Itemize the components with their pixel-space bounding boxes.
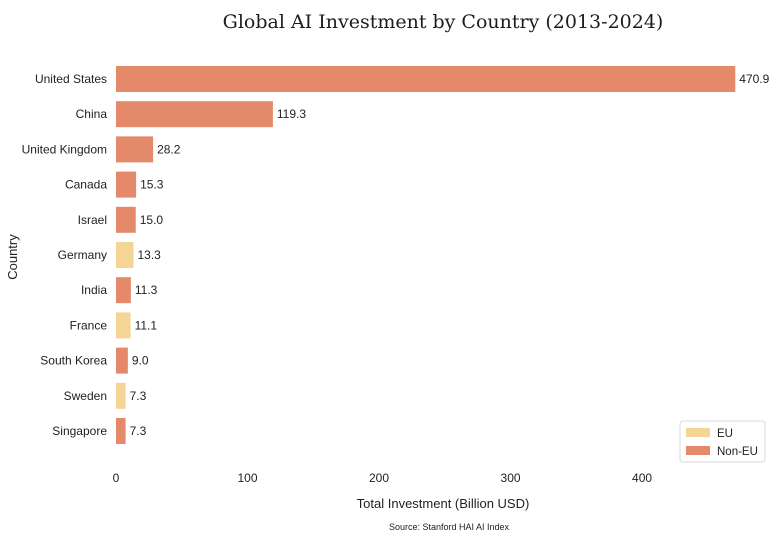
category-label: China <box>76 107 108 121</box>
x-tick-label: 400 <box>632 471 652 485</box>
value-label: 470.9 <box>739 72 769 86</box>
chart-title: Global AI Investment by Country (2013-20… <box>223 11 664 33</box>
source-note: Source: Stanford HAI AI Index <box>389 522 510 532</box>
x-tick-labels: 0 100 200 300 400 <box>113 471 653 485</box>
x-axis-label: Total Investment (Billion USD) <box>357 496 530 511</box>
bar-sweden <box>116 382 126 409</box>
bar-germany <box>116 242 134 268</box>
value-label: 15.0 <box>140 213 164 227</box>
category-label: United States <box>35 72 107 86</box>
category-label: Sweden <box>64 389 107 403</box>
value-label: 9.0 <box>132 354 149 368</box>
category-label: Canada <box>65 178 107 192</box>
bar-india <box>116 277 131 304</box>
bars <box>116 66 736 444</box>
legend-swatch-eu <box>686 428 710 437</box>
bar-united-kingdom <box>116 136 154 163</box>
x-tick-label: 300 <box>501 471 521 485</box>
legend-swatch-non-eu <box>686 446 710 455</box>
bar-united-states <box>116 66 736 92</box>
value-label: 7.3 <box>130 424 147 438</box>
legend: EU Non-EU <box>679 420 766 463</box>
y-category-labels: United States China United Kingdom Canada Is… <box>22 72 108 438</box>
value-labels: 470.9 119.3 28.2 15.3 15.0 13.3 11.3 11.1 9.0 7.3… <box>130 72 770 438</box>
category-label: United Kingdom <box>22 142 107 156</box>
x-tick-label: 0 <box>113 471 120 485</box>
bar-china <box>116 101 273 128</box>
category-label: France <box>70 318 108 332</box>
value-label: 119.3 <box>277 107 306 121</box>
value-label: 15.3 <box>140 178 164 192</box>
value-label: 7.3 <box>130 389 147 403</box>
category-label: India <box>81 283 107 297</box>
value-label: 11.1 <box>135 318 158 332</box>
bar-canada <box>116 171 137 198</box>
y-axis-label: Country <box>5 234 20 280</box>
category-label: Germany <box>58 248 107 262</box>
legend-label-non-eu: Non-EU <box>717 446 758 458</box>
category-label: Israel <box>78 213 107 227</box>
x-tick-label: 200 <box>369 471 389 485</box>
bar-singapore <box>116 418 126 444</box>
bar-israel <box>116 206 136 233</box>
value-label: 11.3 <box>135 283 158 297</box>
category-label: South Korea <box>40 354 107 368</box>
x-tick-label: 100 <box>237 471 257 485</box>
bar-france <box>116 312 131 339</box>
legend-label-eu: EU <box>717 428 733 440</box>
bar-south-korea <box>116 347 128 374</box>
value-label: 13.3 <box>137 248 161 262</box>
category-label: Singapore <box>52 424 107 438</box>
value-label: 28.2 <box>157 142 181 156</box>
